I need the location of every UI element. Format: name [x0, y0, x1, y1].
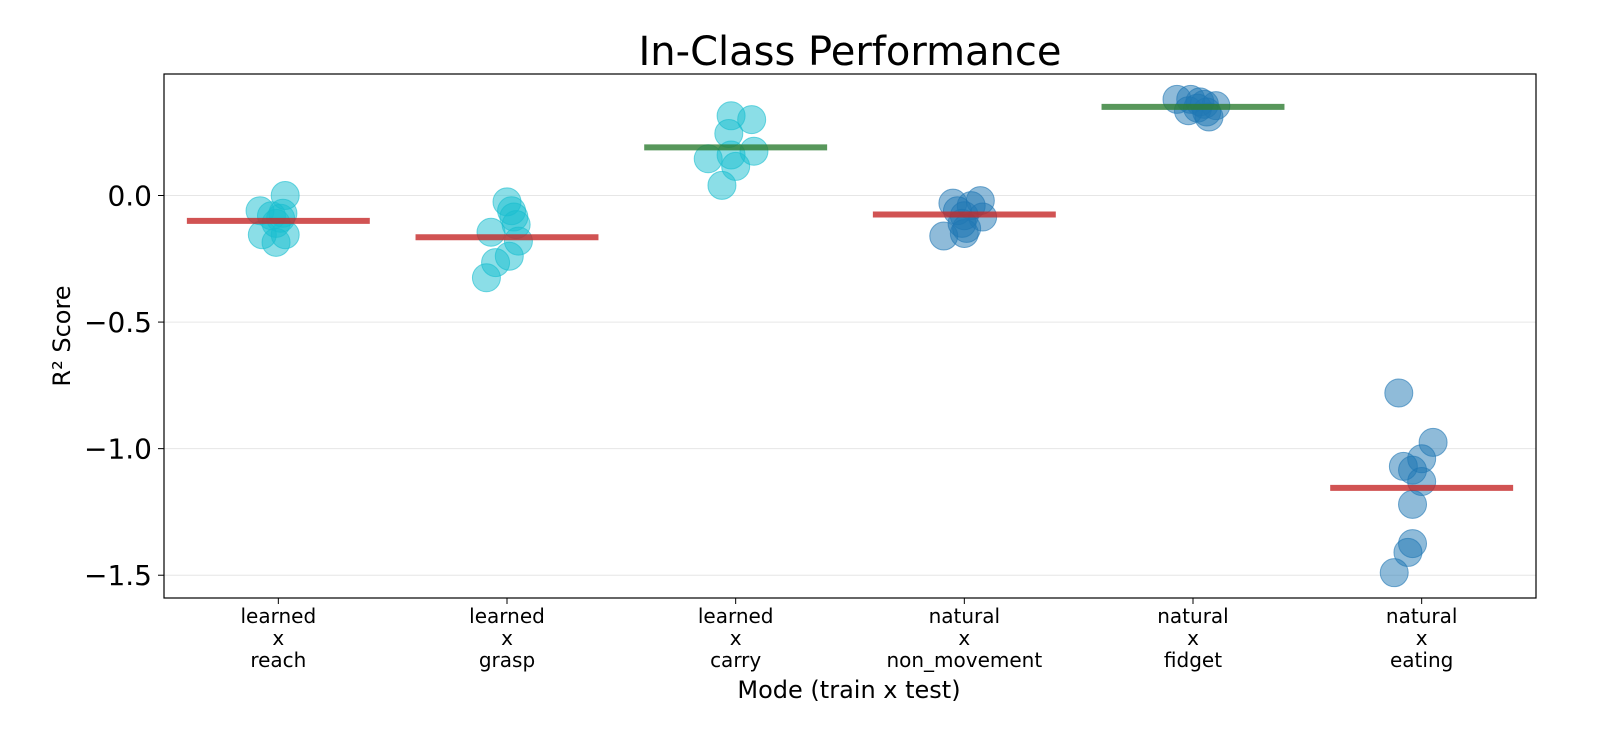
x-axis-ticks: learnedxreachlearnedxgrasplearnedxcarryn…: [240, 598, 1457, 672]
data-point: [1393, 537, 1423, 567]
data-point: [471, 263, 501, 293]
x-tick-label: x: [501, 626, 513, 650]
data-point: [261, 227, 291, 257]
x-tick-label: grasp: [479, 648, 535, 672]
y-axis-ticks: 0.0 −0.5 −1.0 −1.5: [84, 180, 164, 592]
x-tick-label: x: [1416, 626, 1428, 650]
x-tick-label: non_movement: [886, 648, 1042, 672]
chart-title: In-Class Performance: [638, 29, 1061, 75]
x-tick-label: x: [730, 626, 742, 650]
x-tick-label: natural: [929, 604, 1000, 628]
x-tick-label: natural: [1386, 604, 1457, 628]
data-point: [476, 217, 506, 247]
grid: [164, 195, 1536, 576]
x-axis-label: Mode (train x test): [737, 676, 960, 704]
x-tick-label: natural: [1157, 604, 1228, 628]
x-tick-label: reach: [250, 648, 306, 672]
x-tick-label: learned: [698, 604, 774, 628]
y-tick-label: −0.5: [84, 306, 152, 339]
y-tick-label: −1.5: [84, 559, 152, 592]
data-point: [1194, 102, 1224, 132]
data-point: [737, 105, 767, 135]
data-points: [245, 84, 1448, 588]
x-tick-label: eating: [1390, 648, 1453, 672]
x-tick-label: x: [1187, 626, 1199, 650]
data-point: [949, 218, 979, 248]
data-point: [1379, 558, 1409, 588]
x-tick-label: learned: [240, 604, 316, 628]
data-point: [270, 181, 300, 211]
data-point: [1384, 378, 1414, 408]
y-axis-label: R² Score: [48, 285, 76, 386]
x-tick-label: fidget: [1164, 648, 1222, 672]
x-tick-label: carry: [710, 648, 761, 672]
data-point: [1398, 489, 1428, 519]
x-tick-label: learned: [469, 604, 545, 628]
plot-frame: [163, 73, 1537, 599]
y-tick-label: −1.0: [84, 433, 152, 466]
data-point: [707, 170, 737, 200]
x-tick-label: x: [272, 626, 284, 650]
y-tick-label: 0.0: [107, 180, 152, 213]
x-tick-label: x: [958, 626, 970, 650]
mean-lines: [186, 103, 1514, 491]
